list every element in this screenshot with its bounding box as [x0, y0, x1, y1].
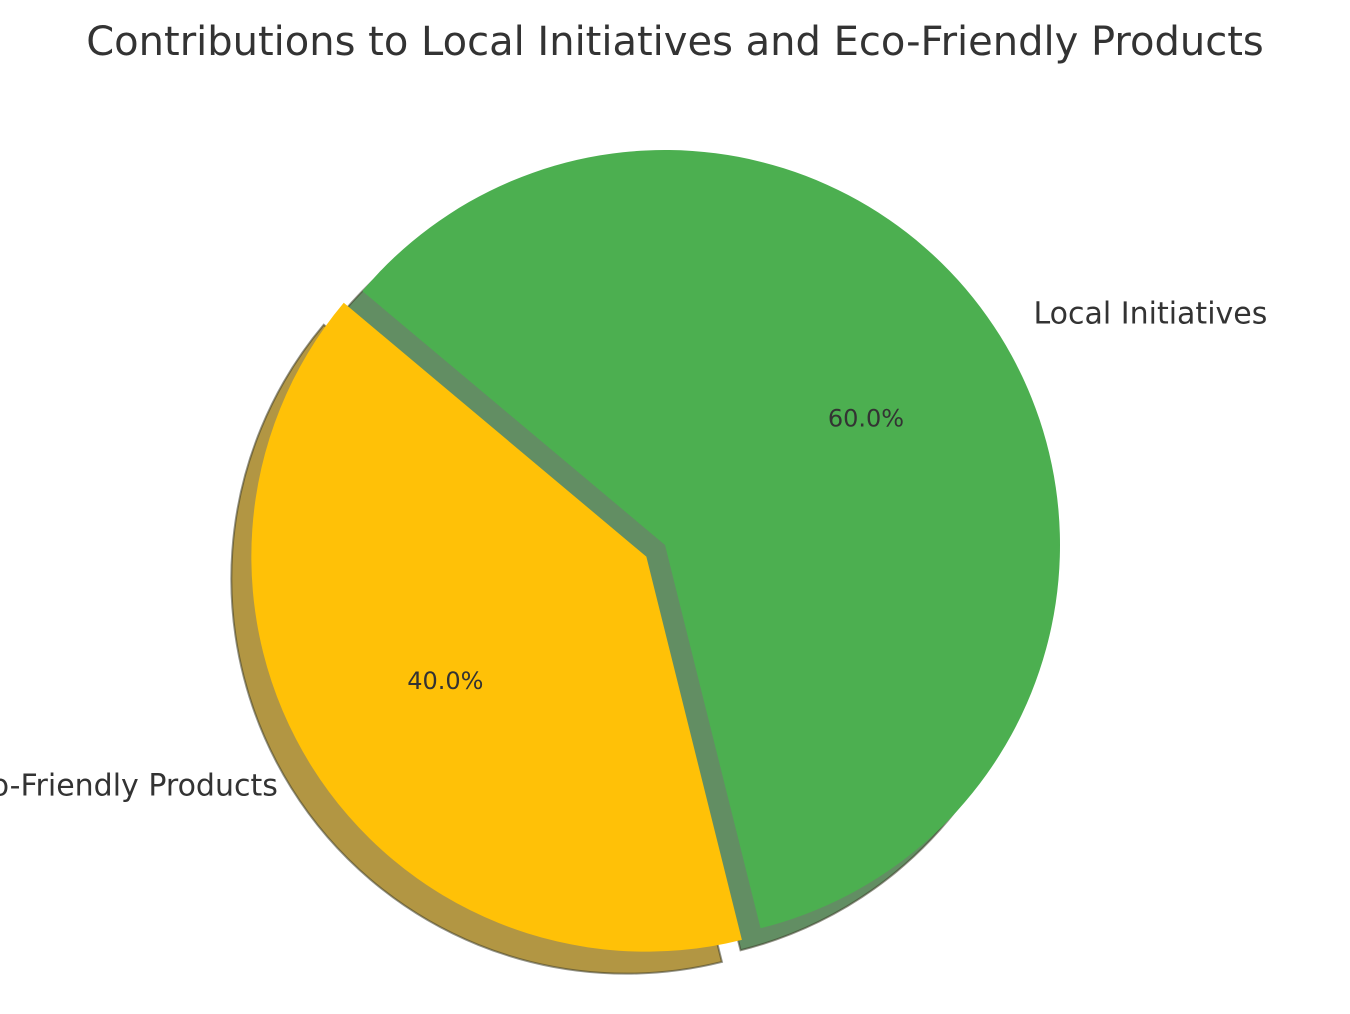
pie-slice-eco-friendly-products: [251, 302, 742, 952]
slice-label-eco-friendly-products: Eco-Friendly Products: [0, 768, 278, 803]
pie-slice-local-initiatives: [362, 149, 1060, 929]
slice-percent-label-local-initiatives: 60.0%: [828, 404, 904, 432]
slice-label-local-initiatives: Local Initiatives: [1033, 296, 1267, 331]
pie-slices: [251, 149, 1060, 952]
chart-title: Contributions to Local Initiatives and E…: [86, 19, 1263, 65]
slice-percent-label-eco-friendly-products: 40.0%: [407, 667, 483, 695]
